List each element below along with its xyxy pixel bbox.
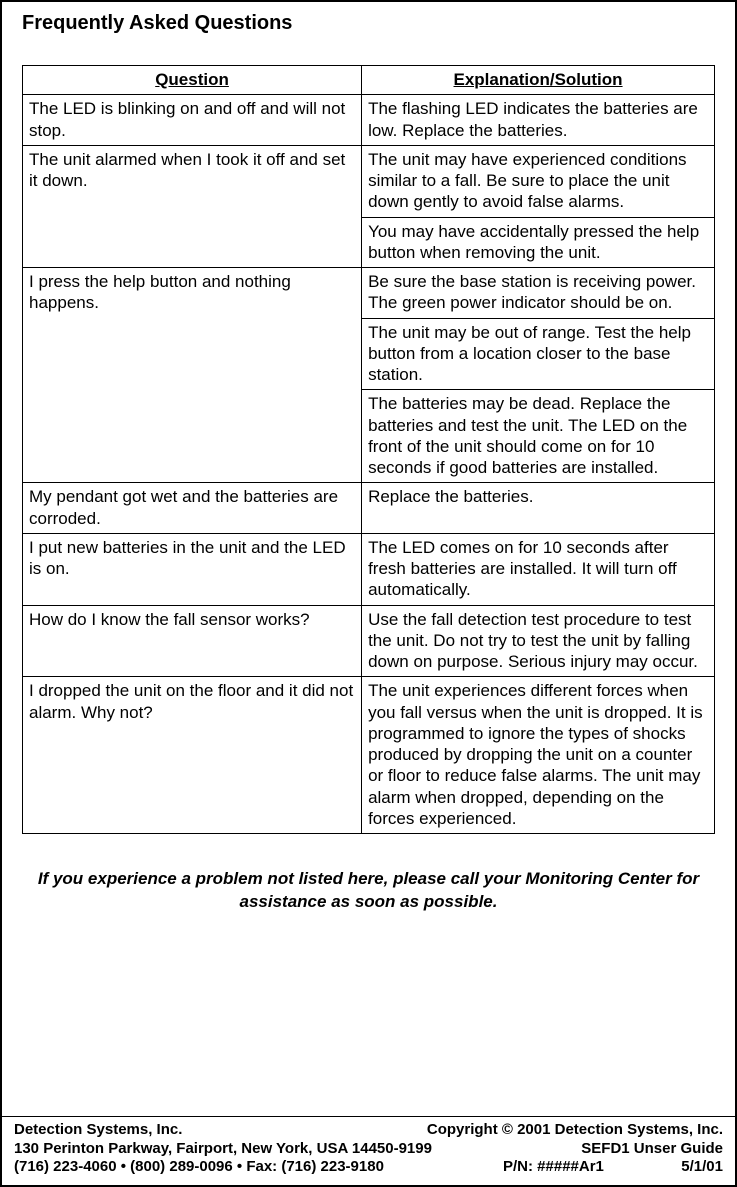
table-row: The unit alarmed when I took it off and … — [23, 145, 715, 217]
question-cell: I press the help button and nothing happ… — [23, 268, 362, 483]
question-cell: My pendant got wet and the batteries are… — [23, 483, 362, 534]
answer-cell: The LED comes on for 10 seconds after fr… — [362, 533, 715, 605]
table-row: My pendant got wet and the batteries are… — [23, 483, 715, 534]
footer-date: 5/1/01 — [681, 1158, 723, 1177]
question-cell: I dropped the unit on the floor and it d… — [23, 677, 362, 834]
footer-company: Detection Systems, Inc. — [14, 1121, 182, 1140]
footer-pn: P/N: #####Ar1 — [503, 1158, 604, 1175]
table-header-row: Question Explanation/Solution — [23, 66, 715, 95]
answer-cell: The unit may have experienced conditions… — [362, 145, 715, 217]
answer-cell: Be sure the base station is receiving po… — [362, 268, 715, 319]
question-cell: I put new batteries in the unit and the … — [23, 533, 362, 605]
faq-table: Question Explanation/Solution The LED is… — [22, 65, 715, 834]
footer-block: Detection Systems, Inc. Copyright © 2001… — [2, 1116, 735, 1185]
table-row: How do I know the fall sensor works? Use… — [23, 605, 715, 677]
answer-cell: The unit may be out of range. Test the h… — [362, 318, 715, 390]
answer-cell: The unit experiences different forces wh… — [362, 677, 715, 834]
footer-copyright: Copyright © 2001 Detection Systems, Inc. — [427, 1121, 723, 1140]
answer-cell: Use the fall detection test procedure to… — [362, 605, 715, 677]
answer-cell: The batteries may be dead. Replace the b… — [362, 390, 715, 483]
footer-address: 130 Perinton Parkway, Fairport, New York… — [14, 1140, 432, 1159]
answer-cell: Replace the batteries. — [362, 483, 715, 534]
answer-cell: You may have accidentally pressed the he… — [362, 217, 715, 268]
table-row: The LED is blinking on and off and will … — [23, 95, 715, 146]
question-cell: The unit alarmed when I took it off and … — [23, 145, 362, 267]
page-title: Frequently Asked Questions — [22, 12, 715, 35]
answer-cell: The flashing LED indicates the batteries… — [362, 95, 715, 146]
question-cell: The LED is blinking on and off and will … — [23, 95, 362, 146]
question-cell: How do I know the fall sensor works? — [23, 605, 362, 677]
contact-note: If you experience a problem not listed h… — [22, 868, 715, 914]
footer-row: 130 Perinton Parkway, Fairport, New York… — [14, 1140, 723, 1159]
footer-row: Detection Systems, Inc. Copyright © 2001… — [14, 1121, 723, 1140]
content-area: Frequently Asked Questions Question Expl… — [2, 2, 735, 1116]
document-page: Frequently Asked Questions Question Expl… — [0, 0, 737, 1187]
table-row: I press the help button and nothing happ… — [23, 268, 715, 319]
header-explanation: Explanation/Solution — [362, 66, 715, 95]
footer-guide: SEFD1 Unser Guide — [581, 1140, 723, 1159]
table-row: I put new batteries in the unit and the … — [23, 533, 715, 605]
table-row: I dropped the unit on the floor and it d… — [23, 677, 715, 834]
footer-row: (716) 223-4060 • (800) 289-0096 • Fax: (… — [14, 1158, 723, 1177]
footer-pn-block: P/N: #####Ar1 5/1/01 — [503, 1158, 723, 1177]
footer: Detection Systems, Inc. Copyright © 2001… — [2, 1117, 735, 1185]
header-question: Question — [23, 66, 362, 95]
footer-phones: (716) 223-4060 • (800) 289-0096 • Fax: (… — [14, 1158, 384, 1177]
